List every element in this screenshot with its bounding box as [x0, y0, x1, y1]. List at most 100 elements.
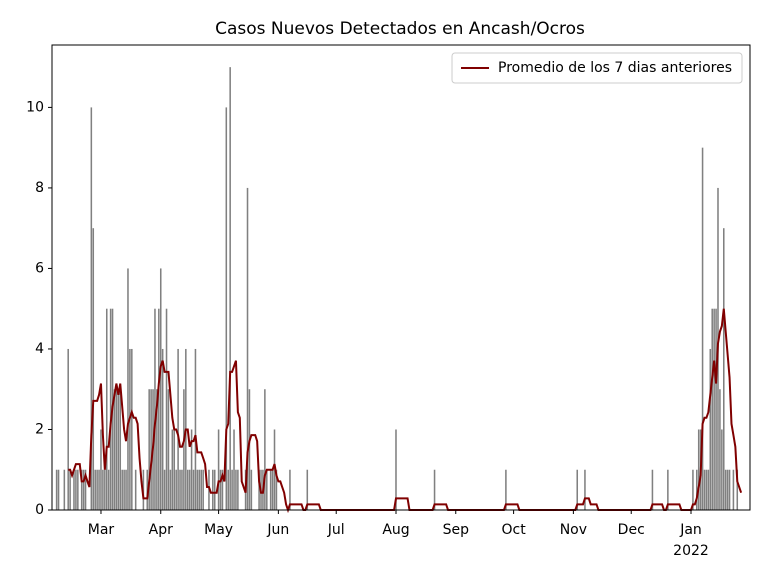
bar	[202, 469, 204, 510]
bar	[726, 469, 729, 510]
bar	[123, 469, 125, 510]
bar	[113, 389, 116, 510]
bar	[696, 469, 698, 510]
legend-box	[451, 52, 743, 84]
bar	[63, 469, 66, 510]
bar	[275, 469, 278, 510]
y-tick-label: 2	[35, 421, 44, 437]
bar	[127, 268, 129, 510]
bar	[433, 469, 436, 510]
bar	[266, 469, 268, 510]
bar	[131, 348, 133, 510]
bar	[711, 308, 713, 510]
bar	[115, 389, 118, 510]
bar	[121, 469, 123, 510]
bar	[165, 308, 168, 510]
bar	[167, 389, 170, 510]
bar	[183, 389, 185, 510]
bar	[701, 147, 704, 510]
bar	[250, 469, 253, 510]
bar	[84, 469, 87, 510]
bar	[169, 469, 172, 510]
bar	[119, 389, 122, 510]
y-tick-label: 6	[35, 260, 44, 276]
bar	[57, 469, 60, 510]
x-tick-label: Dec	[618, 522, 645, 538]
bar	[258, 469, 260, 510]
bar	[227, 469, 230, 510]
bar	[217, 429, 220, 510]
y-tick-label: 8	[35, 180, 44, 196]
bar	[55, 469, 58, 510]
bar	[156, 389, 158, 510]
bar	[732, 469, 735, 510]
bar	[105, 308, 108, 510]
bar	[719, 389, 721, 510]
x-tick-label: Mar	[88, 522, 115, 538]
bar	[186, 469, 189, 510]
bar	[505, 469, 507, 510]
y-tick-label: 0	[35, 502, 44, 518]
bar	[92, 228, 95, 510]
bar	[584, 469, 586, 510]
legend-label: Promedio de los 7 dias anteriores	[498, 60, 732, 76]
x-tick-label: Jan	[679, 522, 702, 538]
chart-title: Casos Nuevos Detectados en Ancash/Ocros	[215, 19, 585, 39]
bar	[703, 469, 706, 510]
bar	[154, 308, 156, 510]
bar	[235, 469, 237, 510]
bar	[724, 469, 727, 510]
bar	[219, 469, 222, 510]
bar	[100, 429, 102, 510]
legend: Promedio de los 7 dias anteriores	[451, 52, 743, 84]
bar	[179, 469, 181, 510]
bar	[90, 107, 93, 511]
bar	[651, 469, 654, 510]
bar	[200, 469, 203, 510]
bar	[109, 308, 112, 510]
x-offset-label: 2022	[673, 543, 709, 559]
bar	[96, 469, 98, 510]
bar	[80, 469, 83, 510]
bar	[269, 469, 272, 510]
x-tick-label: May	[204, 522, 233, 538]
bar	[163, 469, 166, 510]
bar	[667, 469, 669, 510]
bar	[576, 469, 579, 510]
bar	[697, 429, 700, 510]
y-tick-label: 4	[35, 341, 44, 357]
bar	[395, 429, 397, 510]
bar	[117, 389, 120, 510]
bar	[229, 67, 231, 511]
plot-frame	[51, 44, 751, 511]
bar	[134, 469, 137, 510]
bar	[289, 469, 291, 510]
x-tick-label: Oct	[501, 522, 526, 538]
bar	[148, 389, 150, 510]
bar	[188, 469, 191, 510]
bar	[158, 308, 160, 510]
bar	[736, 469, 739, 510]
bar	[192, 469, 195, 510]
bar	[107, 469, 110, 510]
bar	[129, 348, 131, 510]
bar	[75, 469, 77, 510]
bar	[125, 469, 127, 510]
x-tick-label: Jun	[266, 522, 289, 538]
bar	[692, 469, 694, 510]
bar	[213, 469, 216, 510]
bar	[306, 469, 309, 510]
bar	[198, 469, 201, 510]
bar	[707, 469, 710, 510]
bar	[77, 469, 79, 510]
bar	[104, 469, 106, 510]
y-tick-label: 10	[26, 99, 44, 115]
bar	[181, 469, 183, 510]
bar	[715, 308, 717, 510]
bar	[709, 348, 712, 510]
bar	[221, 469, 224, 510]
bar	[271, 469, 274, 510]
x-tick-label: Jul	[327, 522, 345, 538]
